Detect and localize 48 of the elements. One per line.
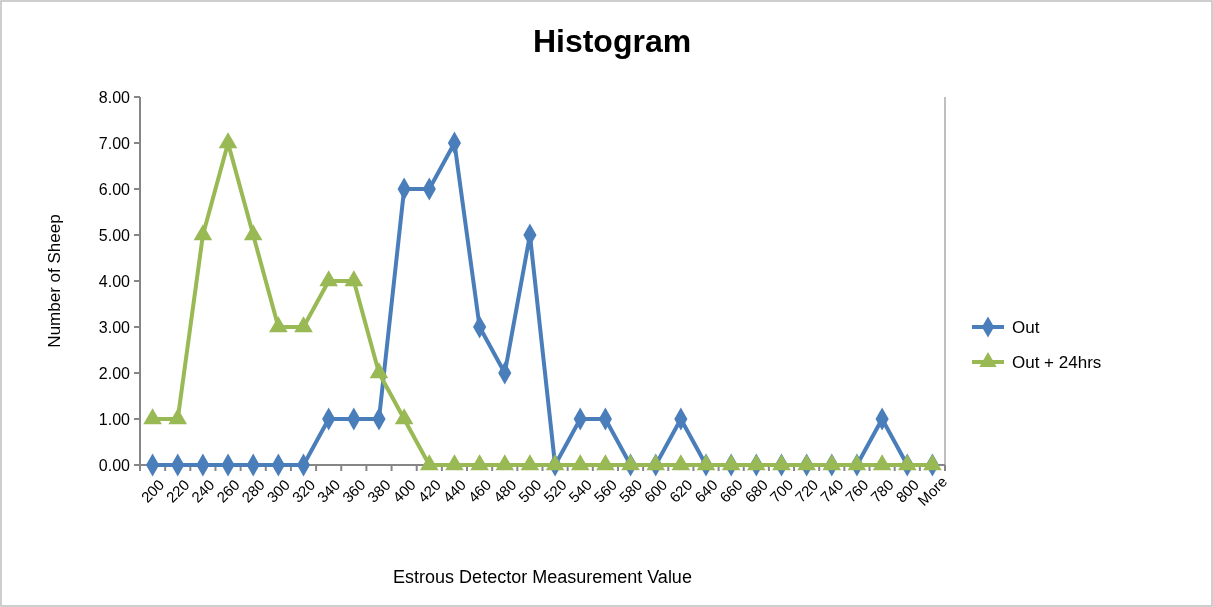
- point: [897, 454, 917, 471]
- y-tick-label: 3.00: [98, 318, 131, 336]
- y-tick-label: 8.00: [98, 88, 131, 106]
- y-axis-title: Number of Sheep: [45, 214, 64, 348]
- x-tick-label: 780: [867, 475, 897, 506]
- point: [772, 454, 791, 471]
- point: [269, 316, 288, 333]
- point: [445, 454, 464, 471]
- point: [369, 362, 389, 379]
- point: [394, 408, 414, 425]
- point: [596, 454, 615, 471]
- point: [545, 454, 565, 471]
- point: [243, 224, 263, 241]
- point: [218, 132, 238, 149]
- point: [419, 454, 439, 471]
- point: [646, 454, 666, 471]
- point: [470, 454, 489, 471]
- point: [143, 408, 162, 425]
- y-tick-label: 2.00: [98, 364, 131, 382]
- point: [923, 454, 942, 471]
- legend-label: Out + 24hrs: [1012, 352, 1102, 372]
- y-tick-label: 6.00: [98, 180, 131, 198]
- point: [570, 454, 590, 471]
- point: [822, 454, 842, 471]
- point: [621, 454, 640, 471]
- point: [344, 270, 364, 287]
- point: [671, 454, 691, 471]
- point: [872, 454, 892, 471]
- point: [847, 454, 867, 471]
- y-tick-label: 1.00: [98, 410, 131, 428]
- y-tick-label: 5.00: [98, 226, 131, 244]
- y-tick-label: 7.00: [98, 134, 131, 152]
- y-tick-label: 4.00: [98, 272, 131, 290]
- point: [294, 316, 313, 333]
- point: [193, 224, 213, 241]
- legend-label: Out: [1012, 317, 1040, 337]
- point: [797, 454, 816, 471]
- point: [319, 270, 338, 287]
- x-tick-label: 660: [716, 475, 746, 506]
- point: [721, 454, 741, 471]
- y-tick-label: 0.00: [98, 456, 131, 474]
- point: [520, 454, 540, 471]
- x-axis-title: Estrous Detector Measurement Value: [393, 567, 692, 587]
- chart-title: Histogram: [532, 23, 692, 59]
- point: [747, 454, 766, 471]
- point: [696, 454, 716, 471]
- point: [495, 454, 515, 471]
- point: [168, 408, 188, 425]
